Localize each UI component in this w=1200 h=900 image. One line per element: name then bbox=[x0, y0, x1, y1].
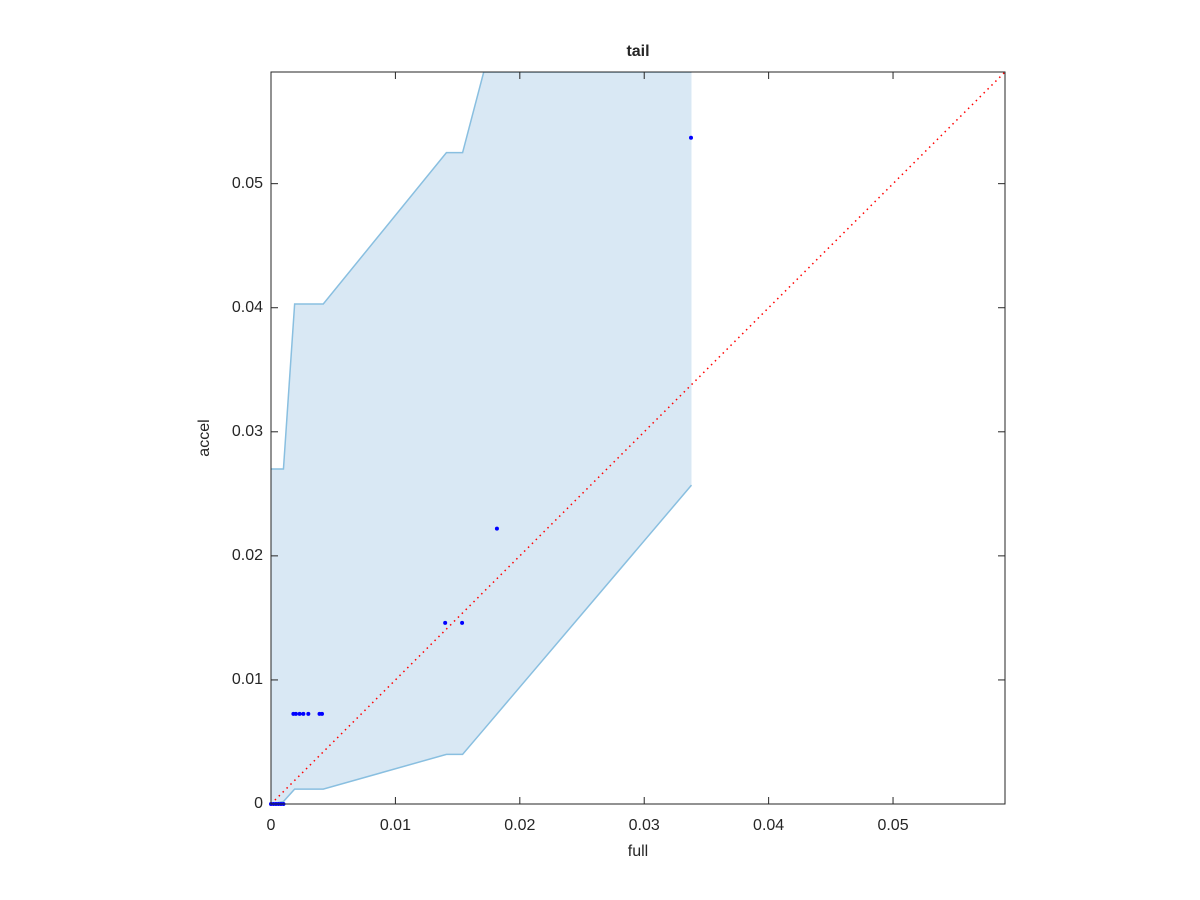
plot-area bbox=[271, 72, 1005, 804]
data-point bbox=[443, 620, 448, 625]
y-tick-label: 0.04 bbox=[232, 299, 263, 316]
y-axis-label: accel bbox=[196, 419, 213, 456]
band-lower-edge bbox=[271, 484, 693, 804]
data-point bbox=[494, 526, 499, 531]
data-point bbox=[306, 711, 311, 716]
axes-box bbox=[270, 71, 1006, 805]
confidence-band bbox=[271, 72, 692, 804]
x-axis-label: full bbox=[628, 843, 648, 860]
data-point bbox=[297, 711, 302, 716]
band-upper-edge bbox=[271, 72, 692, 470]
x-tick-label: 0.04 bbox=[753, 817, 784, 834]
axes: 0 0.01 0.02 0.03 0.04 0.05 0 0.01 0.02 0.03 0.04 0.… bbox=[232, 71, 1006, 834]
data-point bbox=[293, 711, 298, 716]
x-tick-label: 0.05 bbox=[877, 817, 908, 834]
x-tick-label: 0 bbox=[267, 817, 276, 834]
x-tick-label: 0.03 bbox=[629, 817, 660, 834]
y-tick-label: 0.01 bbox=[232, 671, 263, 688]
data-point bbox=[460, 620, 465, 625]
data-point bbox=[301, 711, 306, 716]
y-tick-label: 0.05 bbox=[232, 175, 263, 192]
y-tick-label: 0.03 bbox=[232, 423, 263, 440]
reference-line bbox=[271, 72, 1005, 804]
x-tick-label: 0.02 bbox=[504, 817, 535, 834]
data-point bbox=[688, 135, 693, 140]
chart-title: tail bbox=[626, 43, 649, 60]
y-tick-label: 0.02 bbox=[232, 547, 263, 564]
x-tick-label: 0.01 bbox=[380, 817, 411, 834]
y-tick-label: 0 bbox=[254, 795, 263, 812]
data-point bbox=[320, 711, 325, 716]
